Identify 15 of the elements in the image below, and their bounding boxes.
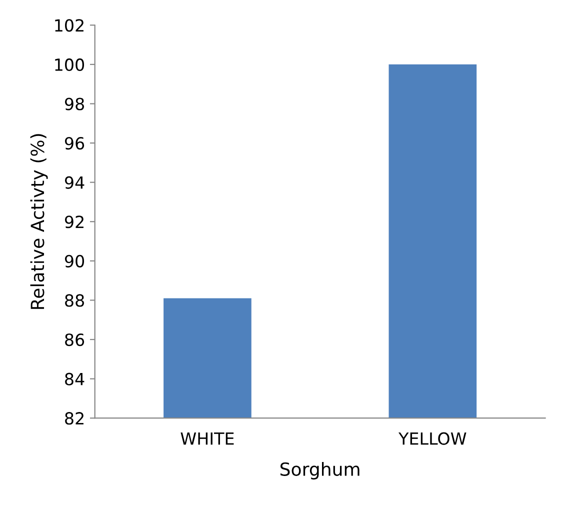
y-tick-label: 88 <box>65 294 84 307</box>
y-tick-label: 82 <box>65 412 84 425</box>
y-tick-label: 100 <box>55 58 84 71</box>
x-tick-label: WHITE <box>180 432 234 445</box>
y-tick-label: 92 <box>64 216 84 228</box>
x-tick-label: YELLOW <box>398 432 466 445</box>
y-tick-label: 84 <box>65 372 84 386</box>
y-tick-label: 94 <box>64 176 84 189</box>
y-tick-label: 98 <box>64 98 84 110</box>
y-tick-label: 86 <box>65 333 84 346</box>
x-axis-title: Sorghum <box>280 462 360 480</box>
y-tick-label: 96 <box>64 136 84 150</box>
y-tick-label: 90 <box>64 254 84 268</box>
y-axis-title: Relative Activty (%) <box>30 134 48 309</box>
y-tick-label: 102 <box>55 19 84 32</box>
